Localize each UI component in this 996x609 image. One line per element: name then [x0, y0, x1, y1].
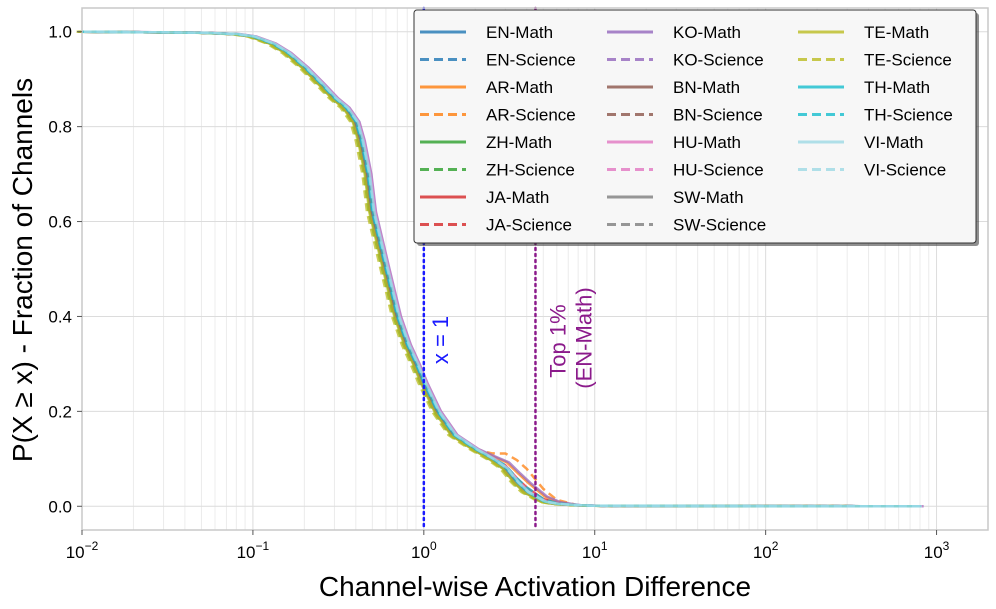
legend-label-th-math: TH-Math [864, 78, 930, 97]
y-tick-label: 0.0 [48, 497, 72, 516]
ticks: 10−2 10−1 100 101 102 103 0.0 0.2 0.4 0.6 0.8 1.0 [48, 23, 949, 562]
legend-label-bn-math: BN-Math [673, 78, 740, 97]
x-tick-label: 101 [582, 539, 608, 562]
legend-label-vi-math: VI-Math [864, 133, 924, 152]
legend-label-bn-science: BN-Science [673, 106, 763, 125]
x-tick-label: 10−1 [237, 539, 270, 562]
legend-label-zh-math: ZH-Math [486, 133, 552, 152]
y-tick-label: 0.6 [48, 213, 72, 232]
y-tick-label: 0.4 [48, 307, 72, 326]
legend-label-te-math: TE-Math [864, 23, 929, 42]
legend-label-ko-math: KO-Math [673, 23, 741, 42]
top-1-percent-line1: Top 1% [545, 304, 570, 377]
legend-label-te-science: TE-Science [864, 51, 952, 70]
legend: EN-Math EN-Science AR-Math AR-Science ZH-Mat… [413, 9, 979, 246]
top-1-percent-label: Top 1% (EN-Math) [545, 287, 596, 388]
x-axis-title: Channel-wise Activation Difference [319, 571, 751, 602]
x-tick-label: 102 [753, 539, 779, 562]
legend-label-ar-math: AR-Math [486, 78, 553, 97]
curves [76, 30, 924, 508]
annotations: x = 1 Top 1% (EN-Math) [428, 287, 597, 388]
plot-frame [81, 7, 989, 531]
legend-label-hu-math: HU-Math [673, 133, 741, 152]
curve-te-science [76, 30, 915, 508]
legend-label-en-math: EN-Math [486, 23, 553, 42]
x-tick-label: 103 [924, 539, 950, 562]
y-tick-label: 0.2 [48, 402, 72, 421]
curve-vi-science [83, 30, 922, 508]
legend-label-sw-math: SW-Math [673, 188, 744, 207]
legend-label-vi-science: VI-Science [864, 161, 946, 180]
legend-label-hu-science: HU-Science [673, 161, 764, 180]
x-tick-label: 10−2 [66, 539, 99, 562]
legend-box [413, 9, 977, 244]
legend-label-sw-science: SW-Science [673, 216, 766, 235]
y-tick-label: 0.8 [48, 118, 72, 137]
legend-label-en-science: EN-Science [486, 51, 576, 70]
legend-label-ar-science: AR-Science [486, 106, 576, 125]
curve-sw-science [80, 30, 919, 508]
legend-label-th-science: TH-Science [864, 106, 953, 125]
legend-label-ja-math: JA-Math [486, 188, 549, 207]
legend-label-zh-science: ZH-Science [486, 161, 575, 180]
x-tick-label: 100 [411, 539, 437, 562]
x-equals-1-label: x = 1 [428, 316, 453, 364]
y-tick-label: 1.0 [48, 23, 72, 42]
legend-label-ja-science: JA-Science [486, 216, 572, 235]
legend-items: EN-Math EN-Science AR-Math AR-Science ZH-Mat… [420, 23, 953, 235]
top-1-percent-line2: (EN-Math) [571, 287, 596, 388]
legend-label-ko-science: KO-Science [673, 51, 764, 70]
y-axis-title: P(X ≥ x) - Fraction of Channels [7, 78, 38, 462]
